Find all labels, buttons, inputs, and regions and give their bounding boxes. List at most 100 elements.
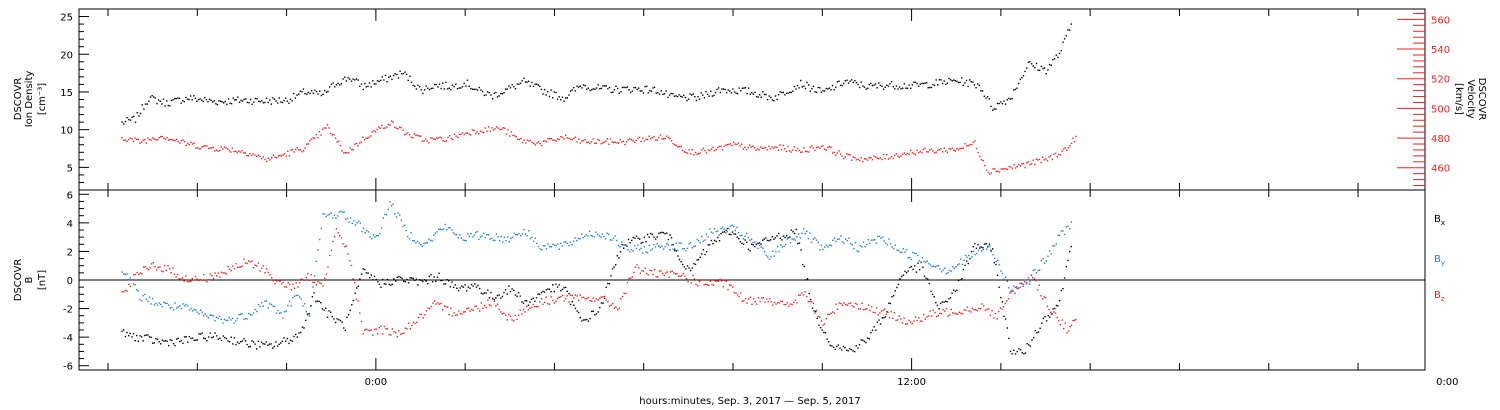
bz-point	[386, 328, 389, 330]
velocity-point	[346, 151, 348, 154]
bx-point	[868, 338, 870, 340]
bz-point	[906, 323, 909, 325]
bx-point	[886, 311, 888, 313]
ion-density-point	[892, 86, 894, 88]
velocity-point	[262, 156, 264, 158]
ion-density-point	[910, 87, 912, 89]
by-point	[728, 227, 730, 230]
velocity-point	[886, 154, 888, 156]
bz-point	[785, 303, 787, 306]
ion-density-point	[213, 100, 215, 102]
by-point	[791, 238, 793, 240]
bx-point	[150, 336, 152, 338]
by-point	[332, 217, 334, 219]
bz-point	[882, 309, 884, 311]
ion-density-point	[932, 83, 934, 86]
ion-density-point	[264, 101, 266, 104]
by-point	[770, 256, 772, 258]
bx-point	[174, 344, 176, 347]
bx-point	[1013, 349, 1015, 352]
ion-density-point	[964, 82, 966, 84]
bx-point	[896, 286, 898, 289]
velocity-point	[1043, 159, 1045, 161]
bz-point	[872, 311, 874, 313]
ion-density-point	[531, 81, 533, 84]
velocity-point	[1073, 141, 1076, 143]
by-point	[1039, 269, 1041, 271]
by-point	[333, 214, 336, 216]
by-point	[428, 238, 430, 240]
ion-density-point	[153, 96, 155, 98]
bfield-tick-label: 0	[67, 276, 73, 287]
bz-point	[493, 300, 495, 302]
ion-density-point	[227, 98, 230, 100]
bz-point	[858, 308, 860, 310]
bz-point	[272, 280, 274, 282]
bz-point	[1035, 279, 1037, 282]
by-point	[625, 244, 628, 247]
bz-point	[1053, 311, 1055, 313]
velocity-point	[484, 127, 486, 129]
by-point	[1037, 269, 1039, 272]
ion-density-point	[721, 88, 723, 90]
velocity-point	[397, 128, 399, 130]
velocity-point	[217, 150, 219, 152]
by-point	[248, 312, 250, 315]
ion-density-point	[332, 82, 334, 84]
bz-point	[267, 271, 269, 274]
by-point	[442, 228, 445, 230]
ion-density-point	[607, 88, 609, 90]
by-point	[878, 235, 881, 238]
bz-point	[388, 333, 390, 336]
density-ylabel-line1: DSCOVR	[13, 78, 24, 121]
by-point	[516, 234, 519, 236]
velocity-point	[318, 131, 321, 133]
velocity-point	[691, 149, 693, 151]
velocity-point	[843, 157, 845, 160]
by-point	[819, 249, 821, 251]
by-point	[710, 231, 713, 233]
bz-point	[751, 303, 753, 305]
bx-point	[922, 266, 924, 268]
bz-point	[652, 273, 654, 276]
bz-point	[352, 278, 354, 280]
bx-point	[608, 283, 611, 285]
bx-point	[435, 280, 437, 283]
bz-point	[416, 321, 418, 323]
bz-point	[246, 262, 248, 265]
by-point	[1024, 279, 1026, 281]
bz-point	[970, 311, 972, 313]
bx-point	[227, 340, 229, 342]
velocity-point	[400, 127, 402, 129]
velocity-point	[123, 139, 125, 141]
ion-density-point	[375, 83, 377, 85]
ion-density-point	[319, 90, 321, 92]
bx-point	[616, 255, 618, 257]
bfield-ylabel-unit: [nT]	[37, 270, 48, 290]
by-point	[494, 239, 496, 242]
by-point	[1032, 269, 1034, 272]
bz-point	[131, 278, 133, 281]
by-point	[523, 228, 525, 231]
bz-point	[357, 300, 359, 302]
bx-point	[280, 342, 282, 344]
by-point	[1026, 281, 1028, 284]
ion-density-point	[445, 81, 447, 84]
bz-point	[939, 312, 941, 315]
by-point	[199, 309, 202, 311]
bz-point	[620, 298, 622, 300]
bx-point	[697, 258, 700, 261]
by-point	[292, 296, 294, 299]
bx-point	[453, 286, 455, 289]
ion-density-point	[523, 77, 525, 80]
by-point	[163, 301, 165, 304]
velocity-point	[234, 150, 237, 152]
bx-point	[1036, 332, 1038, 334]
ion-density-point	[402, 72, 405, 75]
by-point	[358, 220, 360, 222]
by-point	[267, 307, 269, 309]
by-point	[479, 236, 482, 238]
by-point	[399, 214, 401, 216]
velocity-point	[136, 138, 138, 140]
ion-density-point	[647, 92, 649, 94]
